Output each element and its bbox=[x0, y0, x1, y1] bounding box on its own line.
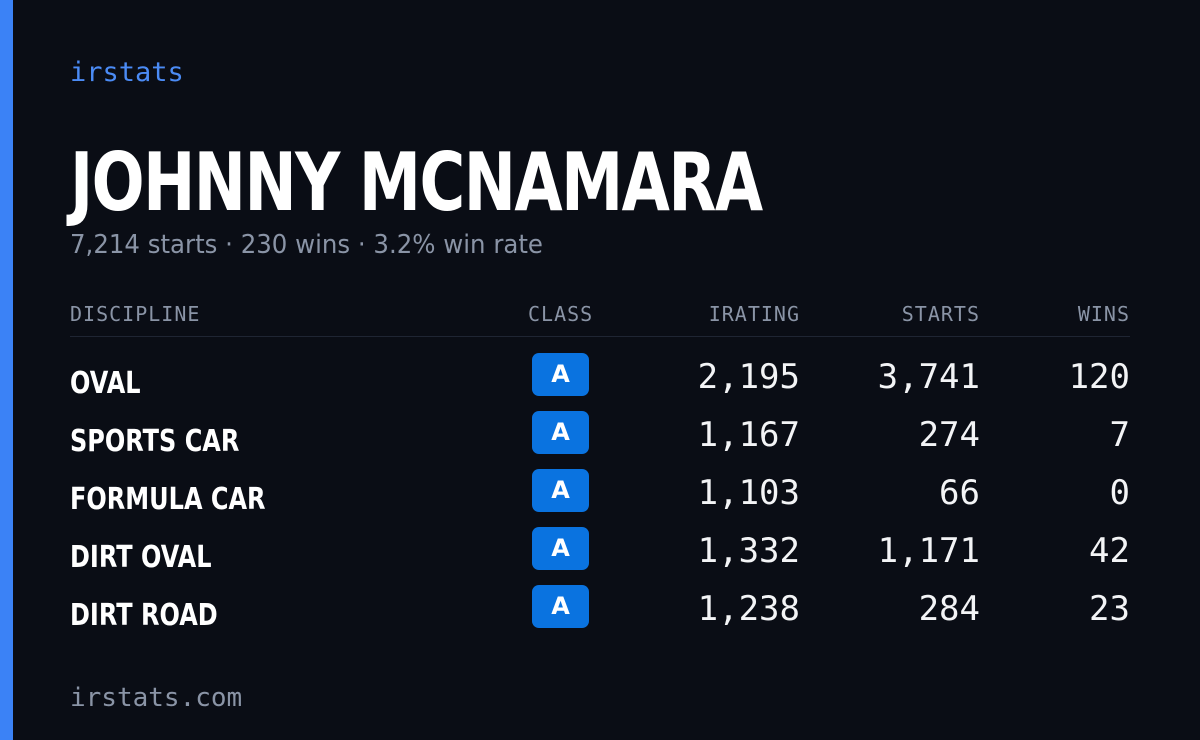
accent-bar bbox=[0, 0, 13, 740]
starts-value: 3,741 bbox=[877, 357, 980, 397]
footer-url: irstats.com bbox=[70, 683, 243, 713]
irating-value: 1,332 bbox=[697, 531, 800, 571]
table-row: DIRT OVAL A 1,332 1,171 42 bbox=[70, 527, 1130, 585]
irating-value: 1,103 bbox=[697, 473, 800, 513]
starts-value: 1,171 bbox=[877, 531, 980, 571]
discipline-name: OVAL bbox=[70, 366, 141, 401]
irating-value: 2,195 bbox=[697, 357, 800, 397]
wins-value: 0 bbox=[1109, 473, 1130, 513]
table-row: DIRT ROAD A 1,238 284 23 bbox=[70, 585, 1130, 643]
class-badge: A bbox=[532, 527, 589, 570]
wins-value: 23 bbox=[1089, 589, 1130, 629]
stats-table: DISCIPLINE CLASS IRATING STARTS WINS OVA… bbox=[70, 298, 1130, 643]
header-class: CLASS bbox=[528, 302, 594, 326]
wins-value: 120 bbox=[1068, 357, 1130, 397]
starts-value: 284 bbox=[918, 589, 980, 629]
table-row: FORMULA CAR A 1,103 66 0 bbox=[70, 469, 1130, 527]
irating-value: 1,238 bbox=[697, 589, 800, 629]
brand-logo: irstats bbox=[70, 57, 184, 88]
wins-value: 7 bbox=[1109, 415, 1130, 455]
starts-value: 274 bbox=[918, 415, 980, 455]
table-header: DISCIPLINE CLASS IRATING STARTS WINS bbox=[70, 298, 1130, 337]
header-wins: WINS bbox=[1077, 302, 1130, 326]
driver-name: JOHNNY MCNAMARA bbox=[70, 136, 763, 229]
table-body: OVAL A 2,195 3,741 120 SPORTS CAR A 1,16… bbox=[70, 353, 1130, 643]
class-badge: A bbox=[532, 585, 589, 628]
discipline-name: DIRT OVAL bbox=[70, 540, 212, 575]
wins-value: 42 bbox=[1089, 531, 1130, 571]
header-irating: IRATING bbox=[708, 302, 800, 326]
irating-value: 1,167 bbox=[697, 415, 800, 455]
discipline-name: FORMULA CAR bbox=[70, 482, 266, 517]
table-row: OVAL A 2,195 3,741 120 bbox=[70, 353, 1130, 411]
discipline-name: SPORTS CAR bbox=[70, 424, 240, 459]
discipline-name: DIRT ROAD bbox=[70, 598, 218, 633]
header-starts: STARTS bbox=[901, 302, 980, 326]
class-badge: A bbox=[532, 353, 589, 396]
driver-summary: 7,214 starts · 230 wins · 3.2% win rate bbox=[70, 230, 543, 260]
class-badge: A bbox=[532, 411, 589, 454]
starts-value: 66 bbox=[939, 473, 980, 513]
header-discipline: DISCIPLINE bbox=[70, 302, 201, 326]
class-badge: A bbox=[532, 469, 589, 512]
table-row: SPORTS CAR A 1,167 274 7 bbox=[70, 411, 1130, 469]
